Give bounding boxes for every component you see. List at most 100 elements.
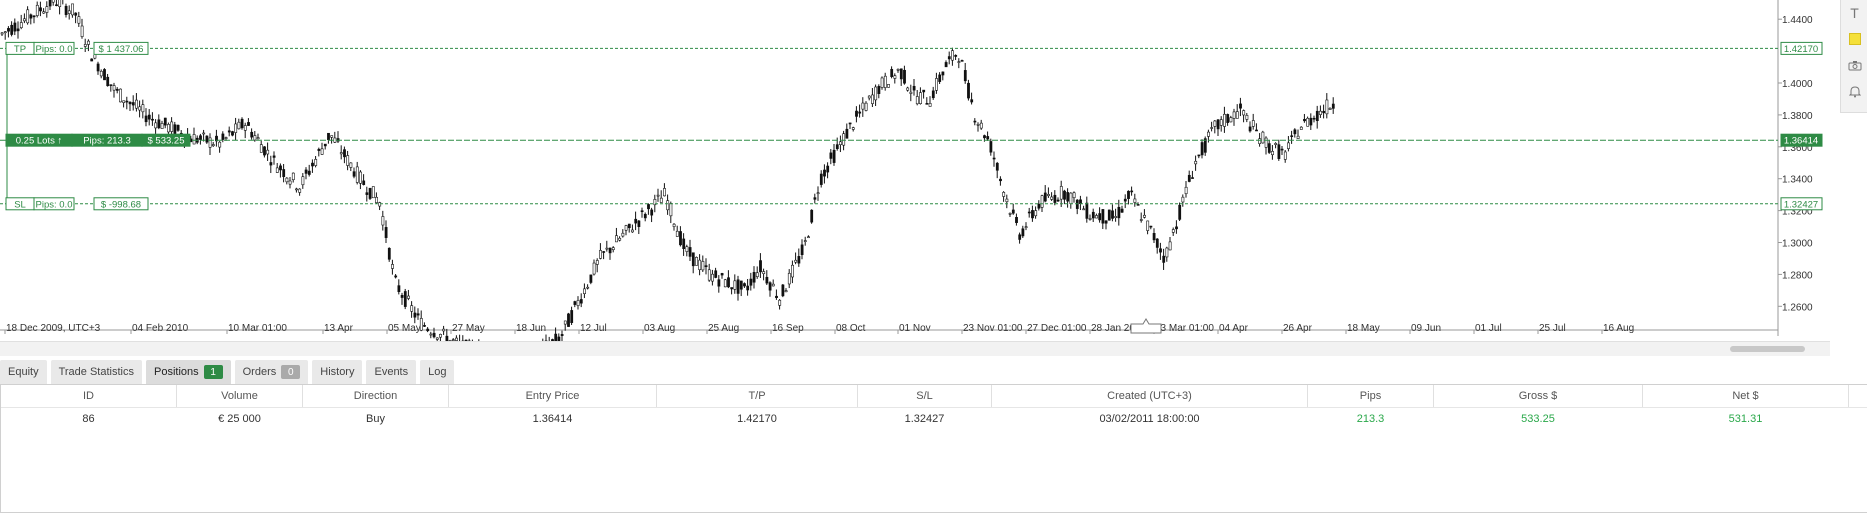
candle-body	[583, 288, 586, 294]
candle-body	[685, 246, 689, 252]
price-tick-label: 1.3400	[1782, 175, 1813, 186]
tp-amount-label[interactable]: $ 1 437.06	[99, 44, 144, 55]
note-icon[interactable]	[1841, 26, 1867, 52]
date-tick-label: 28 Jan 2011	[1091, 323, 1146, 334]
tp-pips-label-box[interactable]	[33, 41, 75, 55]
sl-pips-label[interactable]: Pips: 0.0	[36, 199, 73, 210]
tp-amount-label-box[interactable]	[93, 41, 149, 55]
candle-body	[7, 28, 10, 32]
candle-body	[826, 165, 830, 173]
candle-body	[375, 196, 378, 203]
candle-body	[778, 299, 782, 306]
price-tick-label: 1.2800	[1782, 270, 1813, 281]
candle-body	[333, 137, 337, 143]
date-tick-label: 08 Oct	[836, 323, 866, 334]
candle-body	[1203, 138, 1207, 153]
candle-body	[791, 264, 794, 278]
candle-body	[909, 91, 913, 94]
candle-body	[819, 173, 823, 185]
tab-history[interactable]: History	[312, 360, 363, 384]
price-chart[interactable]: 1.4400 1.4000 1.3800 1.3600 1.3400 1.3200 1.30…	[0, 0, 1867, 356]
candle-body	[1251, 120, 1255, 127]
candle-body	[1293, 129, 1297, 135]
candle-body	[1235, 111, 1239, 119]
chart-horizontal-scrollbar[interactable]	[0, 341, 1830, 356]
candle-body	[1059, 186, 1063, 200]
candle-body	[243, 125, 247, 131]
col-header-pips[interactable]: Pips	[1308, 385, 1434, 407]
candle-body	[963, 70, 967, 82]
time-cursor-handle[interactable]	[1130, 318, 1162, 334]
tab-log[interactable]: Log	[420, 360, 455, 384]
table-row[interactable]: 86 € 25 000 Buy 1.36414 1.42170 1.32427 …	[1, 408, 1867, 430]
entry-lots-label[interactable]: 0.25 Lots ↑	[16, 136, 62, 147]
sl-amount-label[interactable]: $ -998.68	[101, 199, 141, 210]
cell-id: 86	[82, 413, 95, 425]
candle-body	[1152, 233, 1156, 241]
date-tick-label: 26 Apr	[1283, 323, 1313, 334]
candle-body	[989, 141, 993, 153]
candle-body	[973, 120, 977, 123]
sl-amount-label-box[interactable]	[93, 197, 149, 211]
col-header-created[interactable]: Created (UTC+3)	[992, 385, 1308, 407]
candle-body	[1075, 199, 1079, 209]
candle-body	[1245, 115, 1249, 120]
candle-body	[391, 264, 394, 269]
camera-icon[interactable]	[1841, 52, 1867, 78]
candle-body	[416, 313, 420, 316]
candle-body	[797, 256, 801, 264]
entry-amount-label[interactable]: $ 533.25	[148, 136, 185, 147]
candle-body	[1091, 211, 1095, 219]
tab-events[interactable]: Events	[366, 360, 417, 384]
candle-body	[1175, 226, 1178, 230]
tab-orders[interactable]: Orders 0	[234, 360, 309, 384]
col-header-gross[interactable]: Gross $	[1434, 385, 1643, 407]
col-header-entry-price[interactable]: Entry Price	[449, 385, 657, 407]
candle-body	[781, 284, 785, 297]
candle-body	[26, 9, 30, 24]
tp-tag-label[interactable]: TP	[14, 44, 26, 55]
tab-positions[interactable]: Positions 1	[145, 360, 231, 384]
date-tick-label: 25 Jul	[1539, 323, 1566, 334]
col-header-tp[interactable]: T/P	[657, 385, 858, 407]
candle-body	[231, 131, 234, 136]
tab-equity[interactable]: Equity	[0, 360, 47, 384]
candle-body	[749, 278, 753, 286]
entry-pips-label[interactable]: Pips: 213.3	[83, 136, 131, 147]
text-tool-icon[interactable]: T	[1850, 5, 1859, 21]
cell-direction: Buy	[366, 413, 385, 425]
tp-pips-label[interactable]: Pips: 0.0	[36, 44, 73, 55]
candle-body	[1079, 199, 1082, 204]
candle-body	[589, 274, 593, 283]
candle-body	[663, 188, 666, 197]
candle-body	[1315, 110, 1319, 122]
col-header-sl[interactable]: S/L	[858, 385, 992, 407]
cell-gross: 533.25	[1521, 413, 1555, 425]
tab-trade-statistics[interactable]: Trade Statistics	[50, 360, 142, 384]
candle-body	[279, 165, 282, 171]
candle-body	[154, 122, 158, 129]
col-header-volume[interactable]: Volume	[177, 385, 303, 407]
entry-amount-label-box[interactable]	[141, 133, 191, 147]
scrollbar-thumb[interactable]	[1730, 346, 1805, 352]
candle-body	[938, 74, 942, 82]
candle-body	[560, 334, 564, 336]
candle-body	[771, 283, 775, 287]
candle-body	[1322, 110, 1326, 114]
candle-body	[269, 162, 273, 166]
sl-pips-label-box[interactable]	[33, 197, 75, 211]
sl-tag-label[interactable]: SL	[14, 199, 26, 210]
candle-body	[573, 301, 577, 305]
date-tick-label: 18 May	[1347, 323, 1380, 334]
candle-body	[1056, 199, 1060, 202]
candle-body	[1130, 190, 1134, 193]
chart-canvas[interactable]: 1.4400 1.4000 1.3800 1.3600 1.3400 1.3200 1.30…	[0, 0, 1867, 356]
alert-bell-icon[interactable]	[1841, 78, 1867, 104]
candle-body	[784, 290, 788, 293]
col-header-direction[interactable]: Direction	[303, 385, 449, 407]
candle-body	[736, 279, 740, 294]
candle-body	[1043, 192, 1047, 202]
candle-body	[32, 15, 36, 18]
col-header-id[interactable]: ID	[1, 385, 177, 407]
col-header-net[interactable]: Net $	[1643, 385, 1849, 407]
